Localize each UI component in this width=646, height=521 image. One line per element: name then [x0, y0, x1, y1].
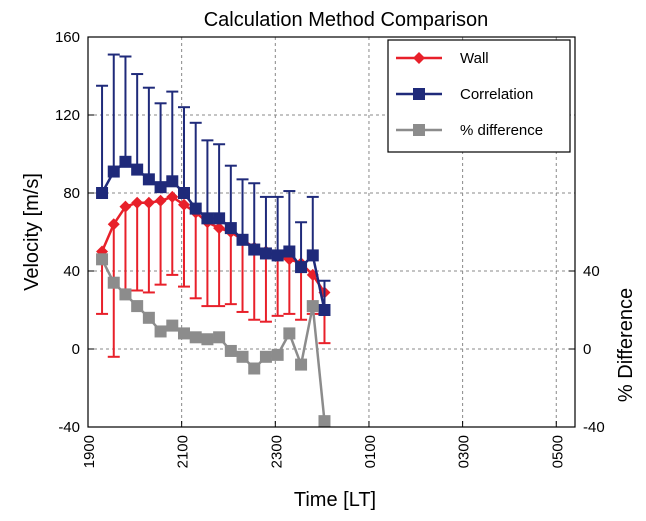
data-point — [248, 243, 261, 256]
legend: Wall Correlation % difference — [387, 39, 571, 153]
data-point — [213, 222, 226, 235]
x-tick-label: 0100 — [362, 435, 379, 468]
data-point — [107, 218, 120, 231]
data-point — [271, 249, 284, 262]
data-point — [306, 300, 319, 313]
y2-tick-label: -40 — [583, 419, 605, 436]
x-tick-label: 2100 — [175, 435, 192, 468]
y-tick-label: 40 — [63, 263, 80, 280]
data-point — [189, 331, 202, 344]
data-point — [119, 155, 132, 168]
data-point — [201, 212, 214, 225]
y2-axis-label: % Difference — [615, 288, 637, 402]
x-tick-label: 0300 — [456, 435, 473, 468]
data-point — [318, 415, 331, 428]
y-tick-label: 80 — [63, 185, 80, 202]
data-point — [154, 181, 167, 194]
data-point — [306, 249, 319, 262]
y2-tick-label: 0 — [583, 341, 591, 358]
data-point — [166, 190, 179, 203]
y-axis-label: Velocity [m/s] — [21, 173, 43, 291]
data-point — [142, 311, 155, 324]
legend-item: % difference — [396, 122, 543, 139]
series--difference — [96, 253, 331, 428]
data-point — [295, 358, 308, 371]
data-point — [107, 276, 120, 289]
data-point — [142, 173, 155, 186]
x-axis-label: Time [LT] — [294, 489, 376, 511]
data-point — [154, 325, 167, 338]
y-tick-label: 0 — [72, 341, 80, 358]
data-point — [177, 187, 190, 199]
data-point — [318, 304, 331, 316]
chart-title: Calculation Method Comparison — [204, 9, 489, 31]
x-tick-label: 0500 — [549, 435, 566, 468]
data-point — [166, 319, 179, 332]
data-point — [224, 344, 237, 357]
data-point — [119, 288, 132, 301]
data-point — [96, 187, 109, 199]
data-point — [259, 247, 272, 260]
data-point — [107, 165, 120, 178]
data-point — [96, 253, 109, 266]
legend-swatch-marker — [413, 52, 425, 64]
data-point — [213, 212, 226, 225]
legend-item: Correlation — [396, 86, 533, 103]
x-tick-label: 1900 — [81, 435, 98, 468]
legend-item: Wall — [396, 50, 489, 67]
y2-tick-label: 40 — [583, 263, 600, 280]
legend-swatch-marker — [413, 88, 425, 100]
x-tick-label: 2300 — [268, 435, 285, 468]
y-tick-label: 120 — [55, 107, 80, 124]
data-point — [131, 196, 144, 209]
data-point — [283, 245, 296, 258]
legend-label: Correlation — [460, 86, 533, 103]
data-point — [177, 327, 190, 340]
data-point — [213, 331, 226, 344]
plot-frame — [87, 36, 576, 428]
data-point — [236, 233, 249, 246]
data-point — [154, 194, 167, 207]
data-point — [259, 350, 272, 363]
data-point — [119, 200, 132, 213]
data-point — [283, 327, 296, 340]
y-tick-label: 160 — [55, 29, 80, 46]
legend-swatch-marker — [413, 124, 425, 136]
data-point — [248, 362, 261, 375]
data-point — [131, 300, 144, 313]
data-point — [189, 202, 202, 215]
data-point — [283, 253, 296, 266]
legend-label: % difference — [460, 122, 543, 139]
data-point — [142, 196, 155, 209]
data-point — [236, 350, 249, 363]
data-point — [201, 333, 214, 346]
data-point — [224, 222, 237, 235]
data-point — [166, 175, 179, 188]
data-point — [295, 261, 308, 274]
data-point — [271, 348, 284, 361]
legend-label: Wall — [460, 50, 489, 67]
data-point — [131, 163, 144, 176]
series-correlation — [96, 53, 331, 316]
y-tick-label: -40 — [58, 419, 80, 436]
data-point — [177, 198, 190, 211]
